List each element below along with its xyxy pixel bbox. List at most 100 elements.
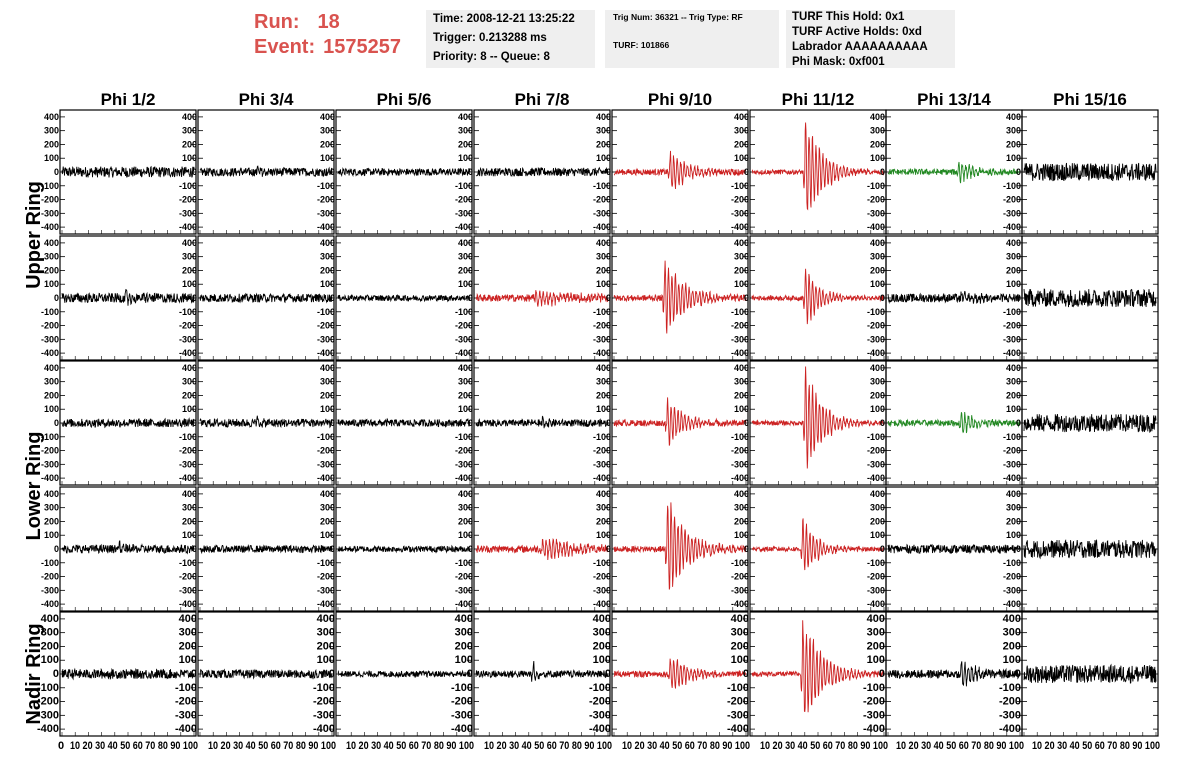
y-tick-label: 200	[44, 390, 59, 400]
y-tick-label: 200	[44, 516, 59, 526]
waveform-trace	[61, 667, 195, 681]
y-tick-label: 300	[870, 503, 885, 513]
y-tick-label: -200	[1003, 572, 1021, 582]
y-tick-label: 0	[880, 167, 885, 177]
run-value: 18	[317, 11, 340, 33]
y-tick-label: -300	[1003, 585, 1021, 595]
y-tick-label: 400	[734, 238, 749, 248]
y-tick-label: 400	[44, 238, 59, 248]
y-tick-label: 400	[596, 489, 611, 499]
y-tick-label: 100	[41, 654, 59, 666]
y-tick-label: -100	[593, 307, 611, 317]
y-tick-label: -300	[37, 709, 59, 721]
y-tick-label: -200	[179, 195, 197, 205]
y-tick-label: 0	[54, 544, 59, 554]
y-tick-label: 200	[44, 139, 59, 149]
y-tick-label: -200	[1003, 195, 1021, 205]
y-tick-label: -400	[731, 222, 749, 232]
y-tick-label: 0	[606, 544, 611, 554]
y-tick-label: -200	[179, 446, 197, 456]
y-tick-label: -100	[179, 432, 197, 442]
y-tick-label: 300	[734, 126, 749, 136]
y-tick-label: -400	[1003, 599, 1021, 609]
y-tick-label: 300	[41, 627, 59, 639]
y-tick-label: 400	[734, 112, 749, 122]
y-tick-label: -300	[455, 585, 473, 595]
y-tick-label: -400	[179, 599, 197, 609]
y-tick-label: 400	[44, 489, 59, 499]
y-tick-label: -100	[317, 432, 335, 442]
y-tick-label: -400	[593, 473, 611, 483]
y-tick-label: -200	[863, 696, 885, 708]
y-tick-label: 0	[744, 293, 749, 303]
y-tick-label: 100	[455, 654, 473, 666]
column-header: Phi 1/2	[101, 90, 156, 109]
y-tick-label: 0	[192, 544, 197, 554]
y-tick-label: -400	[451, 723, 473, 735]
y-tick-label: -100	[867, 558, 885, 568]
y-tick-label: -200	[455, 572, 473, 582]
x-tick-label: 10 20 30 40 50 60 70 80 90 100	[346, 740, 474, 752]
y-tick-label: -400	[317, 599, 335, 609]
waveform-trace	[613, 397, 747, 446]
y-tick-label: 100	[182, 153, 197, 163]
y-tick-label: 300	[182, 503, 197, 513]
x-tick-label: 10 20 30 40 50 60 70 80 90 100	[208, 740, 336, 752]
y-tick-label: 0	[53, 668, 59, 680]
y-tick-label: 200	[1003, 640, 1021, 652]
waveform-trace	[1023, 288, 1157, 308]
waveform-trace	[475, 538, 609, 561]
y-tick-label: 200	[1006, 265, 1021, 275]
y-tick-label: 400	[458, 112, 473, 122]
y-tick-label: 400	[1006, 489, 1021, 499]
y-tick-label: 0	[192, 167, 197, 177]
y-tick-label: 0	[606, 167, 611, 177]
waveform-trace	[887, 290, 1021, 304]
y-tick-label: 300	[867, 627, 885, 639]
y-tick-label: -100	[455, 558, 473, 568]
y-tick-label: -300	[1003, 459, 1021, 469]
waveform-trace	[475, 166, 609, 177]
y-tick-label: -400	[455, 348, 473, 358]
time-text: Time: 2008-12-21 13:25:22	[433, 13, 575, 25]
y-tick-label: -400	[593, 599, 611, 609]
waveform-trace	[887, 411, 1021, 434]
phi-mask-text: Phi Mask: 0xf001	[792, 56, 885, 68]
y-tick-label: 400	[320, 363, 335, 373]
y-tick-label: 400	[44, 112, 59, 122]
y-tick-label: 400	[593, 613, 611, 625]
y-tick-label: 400	[182, 112, 197, 122]
y-tick-label: 200	[1006, 139, 1021, 149]
y-tick-label: 300	[182, 126, 197, 136]
y-tick-label: 100	[182, 279, 197, 289]
waveform-trace	[1023, 162, 1157, 182]
y-tick-label: -300	[41, 459, 59, 469]
y-tick-label: -100	[1003, 432, 1021, 442]
y-tick-label: -400	[317, 222, 335, 232]
y-tick-label: -300	[727, 709, 749, 721]
y-tick-label: -100	[731, 558, 749, 568]
y-tick-label: -300	[41, 585, 59, 595]
y-tick-label: 300	[734, 503, 749, 513]
y-tick-label: 300	[182, 252, 197, 262]
y-tick-label: 100	[44, 404, 59, 414]
y-tick-label: -100	[41, 181, 59, 191]
y-tick-label: -300	[867, 585, 885, 595]
y-tick-label: 200	[870, 265, 885, 275]
y-tick-label: 200	[320, 265, 335, 275]
y-tick-label: 300	[1006, 503, 1021, 513]
y-tick-label: 200	[458, 516, 473, 526]
y-tick-label: -200	[41, 321, 59, 331]
y-tick-label: -100	[731, 432, 749, 442]
y-tick-label: 100	[182, 530, 197, 540]
y-tick-label: -400	[455, 599, 473, 609]
y-tick-label: -200	[867, 321, 885, 331]
y-tick-label: -300	[175, 709, 197, 721]
y-tick-label: -400	[867, 222, 885, 232]
y-tick-label: -100	[593, 558, 611, 568]
waveform-trace	[751, 518, 885, 571]
y-tick-label: -300	[455, 208, 473, 218]
y-tick-label: 0	[743, 668, 749, 680]
y-tick-label: 0	[192, 293, 197, 303]
y-tick-label: 200	[41, 640, 59, 652]
